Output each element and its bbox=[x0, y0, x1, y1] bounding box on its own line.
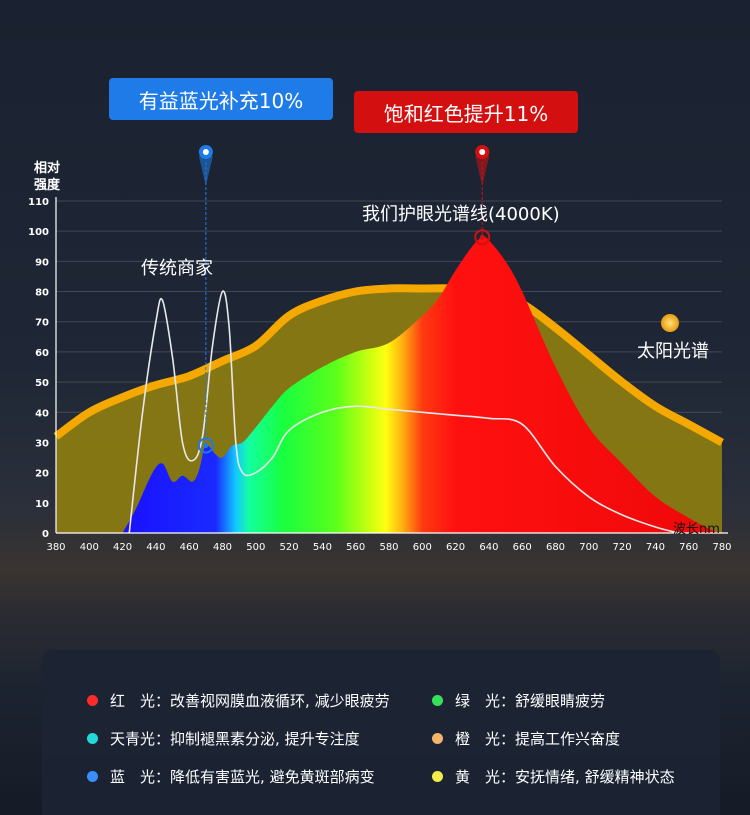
legend-desc-cyan: 抑制褪黑素分泌, 提升专注度 bbox=[170, 730, 360, 748]
x-tick-label: 780 bbox=[712, 542, 731, 553]
legend-name-yellow: 黄 光 bbox=[455, 768, 501, 786]
marker-point-ring bbox=[197, 437, 214, 454]
y-tick-label: 70 bbox=[35, 318, 49, 329]
eye-care-series-label: 我们护眼光谱线(4000K) bbox=[362, 204, 560, 225]
legend-name-red: 红 光 bbox=[110, 692, 156, 710]
legend-sep: ： bbox=[155, 768, 171, 786]
legend-dot-yellow bbox=[432, 771, 443, 782]
legend-dot-blue bbox=[87, 771, 98, 782]
red-boost-callout: 饱和红色提升11% bbox=[354, 91, 578, 133]
legend-dot-cyan bbox=[87, 733, 98, 744]
x-tick-label: 560 bbox=[346, 542, 365, 553]
marker-pin-dot bbox=[202, 149, 209, 155]
legend-name-orange: 橙 光 bbox=[455, 730, 501, 748]
sun-series-label: 太阳光谱 bbox=[637, 341, 709, 362]
x-tick-label: 480 bbox=[213, 542, 232, 553]
legend-item-green: 绿 光：舒缓眼睛疲劳 bbox=[432, 690, 605, 711]
x-tick-label: 460 bbox=[180, 542, 199, 553]
legend-sep: ： bbox=[155, 730, 171, 748]
legend-sep: ： bbox=[500, 692, 516, 710]
marker-point bbox=[479, 234, 485, 240]
legend-panel: 红 光：改善视网膜血液循环, 减少眼疲劳 绿 光：舒缓眼睛疲劳 天青光：抑制褪黑… bbox=[42, 650, 720, 815]
y-axis-title: 相对强度 bbox=[34, 161, 61, 193]
x-tick-label: 640 bbox=[479, 542, 498, 553]
x-tick-label: 600 bbox=[413, 542, 432, 553]
y-tick-label: 60 bbox=[35, 348, 49, 359]
x-tick-label: 700 bbox=[579, 542, 598, 553]
x-tick-label: 620 bbox=[446, 542, 465, 553]
x-tick-label: 740 bbox=[646, 542, 665, 553]
x-tick-label: 520 bbox=[280, 542, 299, 553]
y-tick-label: 110 bbox=[28, 197, 49, 208]
y-tick-label: 40 bbox=[35, 408, 49, 419]
legend-desc-orange: 提高工作兴奋度 bbox=[515, 730, 621, 748]
marker-pin-dot bbox=[479, 149, 486, 155]
legend-item-orange: 橙 光：提高工作兴奋度 bbox=[432, 728, 620, 749]
y-tick-label: 90 bbox=[35, 257, 49, 268]
marker-pin-tail bbox=[475, 156, 490, 186]
legend-desc-blue: 降低有害蓝光, 避免黄斑部病变 bbox=[170, 768, 375, 786]
legend-sep: ： bbox=[500, 730, 516, 748]
marker-point bbox=[203, 442, 209, 448]
x-tick-label: 380 bbox=[46, 542, 65, 553]
sun-spectrum-line bbox=[53, 284, 724, 446]
legend-desc-yellow: 安抚情绪, 舒缓精神状态 bbox=[515, 768, 675, 786]
legend-desc-red: 改善视网膜血液循环, 减少眼疲劳 bbox=[170, 692, 390, 710]
x-axis-title: 波长nm bbox=[673, 522, 720, 537]
x-tick-label: 720 bbox=[613, 542, 632, 553]
x-tick-label: 680 bbox=[546, 542, 565, 553]
y-tick-label: 80 bbox=[35, 288, 49, 299]
x-tick-label: 420 bbox=[113, 542, 132, 553]
axis-layer: 0 10 20 30 40 50 60 70 80 90 100 110 380 400 420 440 460… bbox=[28, 197, 732, 553]
x-tick-label: 500 bbox=[246, 542, 265, 553]
x-tick-label: 760 bbox=[679, 542, 698, 553]
marker-point-ring bbox=[474, 229, 491, 246]
y-tick-label: 50 bbox=[35, 378, 49, 389]
legend-item-cyan: 天青光：抑制褪黑素分泌, 提升专注度 bbox=[87, 728, 360, 749]
traditional-spectrum-line bbox=[128, 290, 679, 534]
legend-sep: ： bbox=[500, 768, 516, 786]
legend-dot-red bbox=[87, 695, 98, 706]
x-tick-label: 660 bbox=[513, 542, 532, 553]
y-tick-label: 10 bbox=[35, 499, 49, 510]
traditional-spectrum-layer bbox=[128, 290, 679, 534]
legend-dot-orange bbox=[432, 733, 443, 744]
legend-name-blue: 蓝 光 bbox=[110, 768, 156, 786]
legend-item-red: 红 光：改善视网膜血液循环, 减少眼疲劳 bbox=[87, 690, 390, 711]
traditional-series-label: 传统商家 bbox=[141, 258, 213, 279]
x-tick-label: 400 bbox=[80, 542, 99, 553]
legend-sep: ： bbox=[155, 692, 171, 710]
y-tick-label: 100 bbox=[28, 227, 49, 238]
y-tick-label: 0 bbox=[42, 529, 49, 540]
x-tick-label: 540 bbox=[313, 542, 332, 553]
sun-icon bbox=[661, 314, 679, 332]
y-tick-label: 20 bbox=[35, 469, 49, 480]
legend-item-yellow: 黄 光：安抚情绪, 舒缓精神状态 bbox=[432, 766, 675, 787]
marker-layer bbox=[197, 145, 491, 454]
legend-name-green: 绿 光 bbox=[455, 692, 501, 710]
legend-dot-green bbox=[432, 695, 443, 706]
marker-pin-tail bbox=[198, 156, 213, 186]
legend-name-cyan: 天青光 bbox=[110, 730, 156, 748]
legend-item-blue: 蓝 光：降低有害蓝光, 避免黄斑部病变 bbox=[87, 766, 375, 787]
y-tick-label: 30 bbox=[35, 438, 49, 449]
legend-desc-green: 舒缓眼睛疲劳 bbox=[515, 692, 606, 710]
blue-boost-callout: 有益蓝光补充10% bbox=[109, 78, 333, 120]
x-tick-label: 440 bbox=[146, 542, 165, 553]
x-tick-label: 580 bbox=[379, 542, 398, 553]
